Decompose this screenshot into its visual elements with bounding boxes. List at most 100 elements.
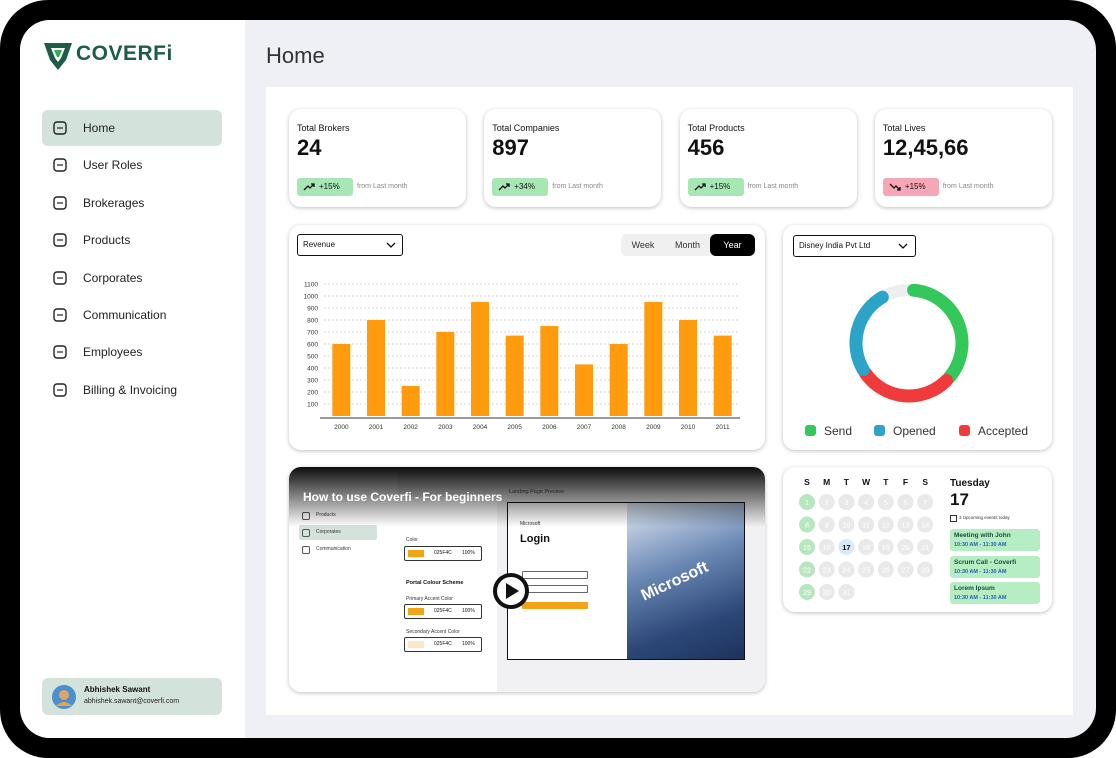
y-tick-label: 300 (307, 378, 318, 385)
dropdown[interactable]: Disney India Pvt Ltd (793, 235, 916, 257)
primary-input: 025F4C 100% (404, 604, 482, 619)
day-number: 23 (823, 566, 831, 575)
stat-note: from Last month (552, 183, 603, 190)
preview-image: Microsoft (627, 503, 744, 659)
nav-item[interactable]: Brokerages (42, 185, 222, 221)
day-circle (818, 516, 835, 533)
stat-note: from Last month (942, 183, 994, 190)
nav-label: Home (83, 121, 116, 135)
menu-item: Corporates (316, 529, 341, 535)
x-tick-label: 2000 (334, 424, 349, 431)
y-tick-label: 700 (307, 330, 318, 337)
bar (644, 302, 663, 416)
event-time: 10:30 AM - 11:30 AM (954, 568, 1007, 575)
icon-shape (53, 158, 67, 173)
login-field (522, 585, 588, 593)
x-tick-label: 2002 (403, 424, 418, 431)
stat-badge: +15% (687, 178, 744, 196)
y-tick-label: 200 (307, 390, 318, 397)
video-settings (397, 497, 497, 692)
day-number: 25 (862, 566, 870, 575)
icon-shape (53, 270, 67, 285)
y-tick-label: 600 (307, 342, 318, 349)
building-brand: Microsoft (638, 558, 712, 605)
swatch-hex: 025F4C (434, 641, 452, 647)
nav-icon (53, 308, 67, 322)
menu-dot (302, 546, 310, 554)
event-time: 10:30 AM - 11:30 AM (954, 542, 1007, 548)
nav-item[interactable]: Corporates (42, 260, 222, 296)
day-circle (877, 539, 894, 555)
day-number: 5 (884, 498, 888, 507)
note-icon (950, 515, 957, 522)
day-circle (858, 539, 875, 555)
weekday-label: T (883, 477, 889, 487)
event-title: Scrum Call - Coverfi (954, 558, 1017, 566)
day-number: 13 (901, 521, 909, 530)
secondary-input: 025F4C 100% (404, 637, 482, 652)
swatch-percent: 100% (462, 550, 475, 556)
day-number: 14 (921, 521, 929, 530)
stat-value: 897 (492, 135, 530, 160)
stat-card: Total Lives 12,45,66 +15% from Last month (874, 109, 1052, 207)
day-number: 18 (862, 543, 870, 552)
avatar-body (56, 702, 72, 706)
stat-card: Total Companies 897 +34% from Last month (484, 109, 662, 207)
bar (609, 344, 628, 416)
video-card[interactable]: ProductsCorporatesCommunicationColor025F… (289, 467, 765, 692)
day-number: 26 (882, 566, 890, 575)
secondary-label: Secondary Accent Color (406, 629, 460, 635)
trend-line (889, 183, 901, 191)
trend-arrow (303, 183, 315, 191)
day-number: 4 (864, 498, 868, 507)
event-card[interactable]: Scrum Call - Coverfi 10:30 AM - 11:30 AM (950, 555, 1040, 578)
nav-item[interactable]: Home (42, 110, 222, 146)
tab[interactable]: Month (674, 240, 700, 250)
day-number: 21 (921, 543, 929, 552)
tab[interactable]: Week (631, 240, 655, 250)
login-field (522, 571, 588, 579)
primary-label: Primary Accent Color (406, 596, 453, 602)
stat-change: +15% (319, 182, 340, 191)
page-title: Home (266, 43, 325, 68)
nav-item[interactable]: Products (42, 222, 222, 258)
day-number: 29 (803, 588, 811, 597)
tab[interactable]: Year (710, 234, 755, 256)
x-tick-label: 2005 (507, 424, 522, 431)
events-note: 3 Upcoming events today (959, 515, 1010, 520)
nav-item[interactable]: Employees (42, 334, 222, 370)
login-button (522, 602, 588, 609)
day-circle (799, 584, 815, 600)
chevron (386, 242, 396, 248)
nav-label: Corporates (83, 270, 143, 285)
stat-change: +15% (709, 182, 731, 191)
event-card[interactable]: Meeting with John 10:30 AM - 11:30 AM (950, 529, 1040, 551)
stat-label: Total Products (687, 123, 745, 133)
nav-item[interactable]: User Roles (42, 147, 222, 183)
day-circle (877, 494, 894, 510)
weekday-label: T (844, 477, 850, 487)
stat-change: +34% (514, 182, 535, 191)
day-circle (897, 494, 914, 510)
legend-label: Opened (893, 424, 936, 438)
legend-swatch (959, 425, 970, 436)
donut-segment (849, 290, 889, 377)
legend-swatch (874, 425, 885, 436)
nav-item[interactable]: Communication (42, 297, 222, 333)
nav-item[interactable]: Billing & Invoicing (42, 372, 222, 408)
day-circle (818, 494, 835, 510)
icon-shape (53, 345, 67, 360)
x-tick-label: 2006 (542, 424, 557, 431)
day-circle (838, 584, 855, 600)
stat-label: Total Companies (492, 123, 560, 133)
nav-icon (53, 196, 67, 210)
dropdown[interactable]: Revenue (297, 234, 403, 256)
swatch-percent: 100% (462, 608, 475, 614)
event-card[interactable]: Lorem Ipsum 10:30 AM - 11:30 AM (950, 582, 1040, 604)
day-circle (877, 516, 894, 533)
day-number: 31 (842, 588, 850, 597)
user-card[interactable]: Abhishek Sawant abhishek.sawant@coverfi.c… (42, 678, 222, 715)
nav-icon (53, 383, 67, 397)
x-tick-label: 2004 (473, 424, 488, 431)
